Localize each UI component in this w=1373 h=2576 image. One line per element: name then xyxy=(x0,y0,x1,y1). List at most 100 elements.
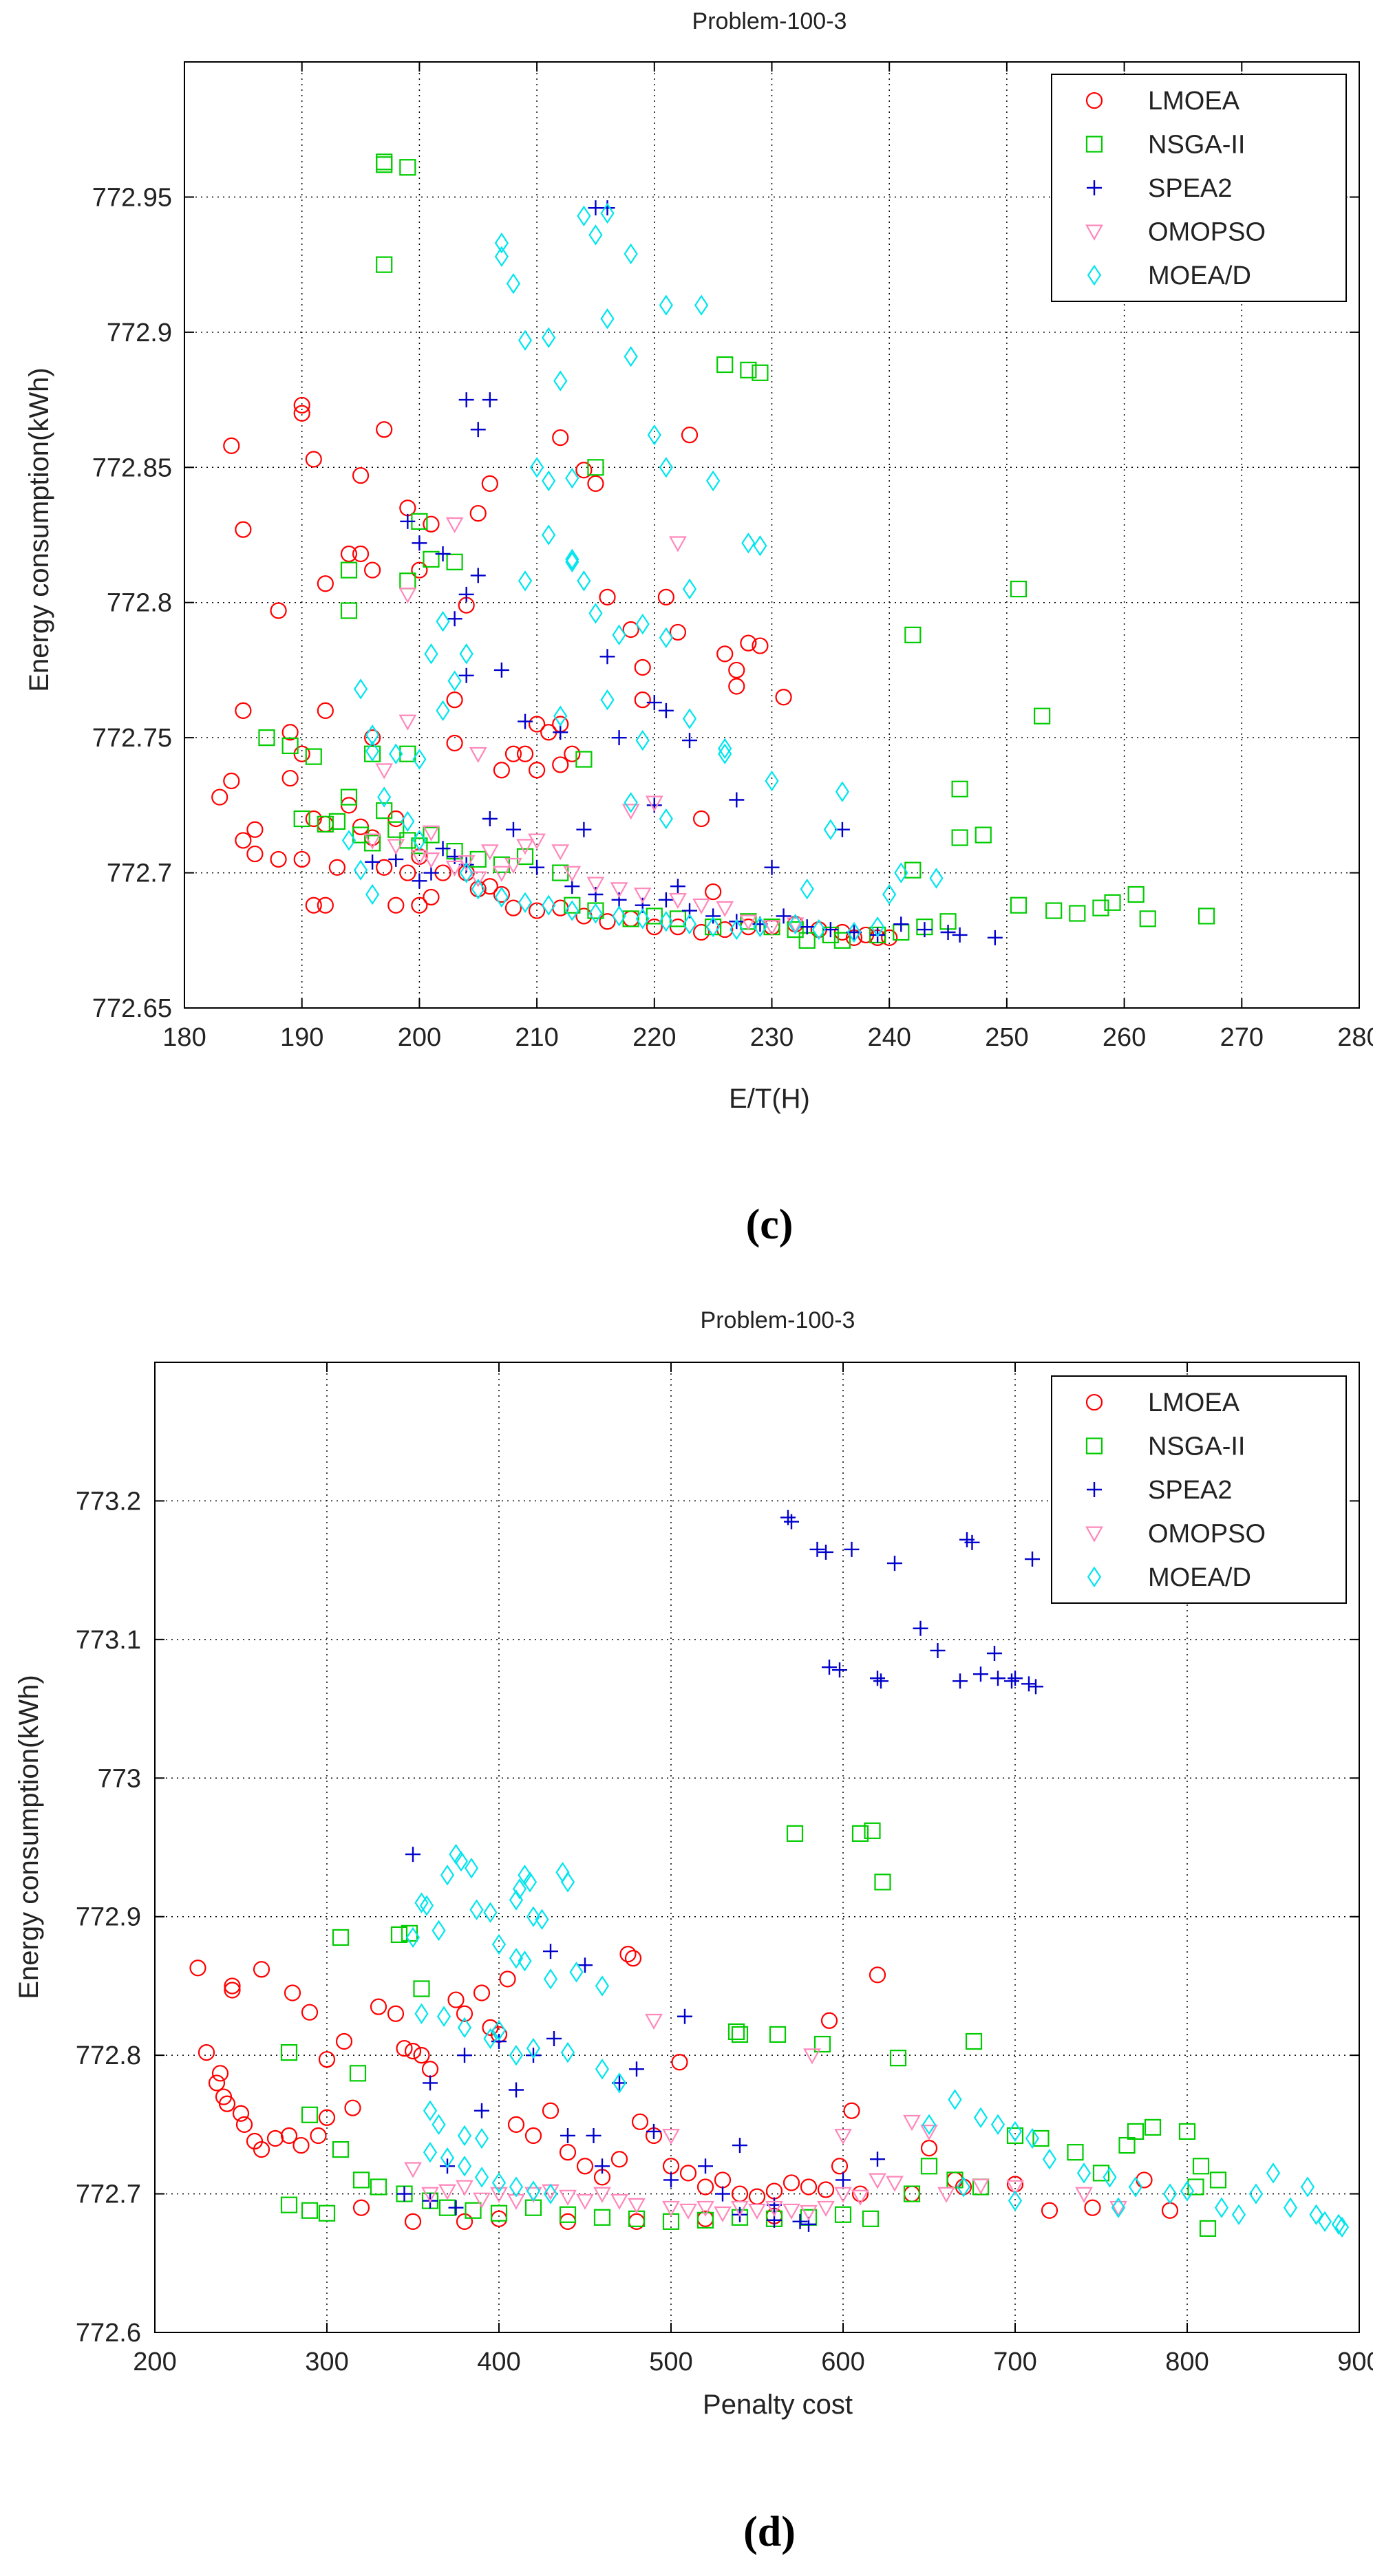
chart-d-data-point xyxy=(559,2144,577,2161)
chart-d-data-point xyxy=(813,2035,831,2053)
chart-c-data-point xyxy=(340,602,358,619)
chart-d-data-point xyxy=(586,2127,602,2143)
chart-d-data-point xyxy=(874,1874,891,1891)
chart-c-data-point xyxy=(246,845,264,863)
chart-d-data-point xyxy=(404,2162,422,2178)
chart-d-data-point xyxy=(454,1850,469,1872)
chart-d-data-point xyxy=(473,1984,491,2001)
chart-d-data-point xyxy=(886,2176,904,2192)
chart-d-data-point xyxy=(526,2037,541,2059)
chart-c-data-point xyxy=(753,535,767,557)
chart-c-data-point xyxy=(445,517,464,534)
chart-d-data-point xyxy=(1028,1679,1043,1695)
chart-c-data-point xyxy=(552,756,569,773)
chart-c-x-tick-label: 260 xyxy=(1103,1023,1146,1052)
chart-c-data-point xyxy=(365,740,380,762)
chart-c-data-point xyxy=(940,925,956,940)
chart-d-data-point xyxy=(543,1968,558,1990)
chart-d-data-point xyxy=(491,1933,507,1955)
chart-d-data-point xyxy=(509,2176,524,2198)
chart-d-data-point xyxy=(543,1944,558,1960)
chart-c-data-point xyxy=(624,792,638,813)
chart-d-data-point xyxy=(232,2105,250,2122)
chart-d-data-point xyxy=(671,2054,688,2071)
chart-c-data-point xyxy=(365,854,381,870)
chart-c-data-point xyxy=(1034,707,1051,724)
chart-d-data-point xyxy=(990,1671,1005,1686)
chart-c-data-point xyxy=(847,921,862,943)
chart-c-data-point xyxy=(493,762,510,779)
chart-c-y-tick-label: 772.7 xyxy=(107,859,172,888)
chart-c-data-point xyxy=(646,695,662,711)
chart-d-data-point xyxy=(396,2039,413,2057)
chart-d-data-point xyxy=(593,2187,611,2203)
chart-d-data-point xyxy=(576,2158,594,2175)
chart-c-data-point xyxy=(659,808,673,830)
chart-d-data-point xyxy=(1162,2183,1178,2204)
chart-c-data-point xyxy=(952,927,968,943)
chart-d-data-point xyxy=(208,2074,226,2092)
chart-d-data-point xyxy=(457,2125,472,2147)
chart-d-data-point xyxy=(419,1895,434,1916)
chart-c-data-point xyxy=(611,892,627,908)
chart-c-data-point xyxy=(469,850,487,868)
chart-d-data-point xyxy=(577,1957,593,1973)
chart-c-data-point xyxy=(422,825,440,841)
chart-d-legend-marker xyxy=(1085,1393,1103,1411)
chart-d-data-point xyxy=(835,2172,851,2188)
chart-c-data-point xyxy=(340,545,358,563)
chart-d-data-point xyxy=(524,2127,542,2145)
chart-c-data-point xyxy=(458,586,474,602)
chart-c-data-point xyxy=(542,470,556,492)
chart-c-data-point xyxy=(1127,886,1145,903)
chart-d-data-point xyxy=(696,2211,714,2229)
chart-c-data-point xyxy=(446,734,463,752)
chart-d-data-point xyxy=(432,1920,446,1942)
chart-d-data-point xyxy=(310,2127,327,2145)
chart-d-data-point xyxy=(569,1962,584,1983)
chart-d-data-point xyxy=(887,1556,902,1571)
chart-c-data-point xyxy=(375,763,394,780)
chart-c-legend-label: MOEA/D xyxy=(1148,261,1251,290)
chart-c-data-point xyxy=(610,882,628,899)
chart-c-data-point xyxy=(635,613,650,635)
chart-d-data-point xyxy=(610,2151,628,2168)
chart-d-data-point xyxy=(456,2213,473,2230)
chart-c-data-point xyxy=(317,897,334,914)
chart-d-data-point xyxy=(1118,2136,1136,2154)
chart-d-data-point xyxy=(646,2123,661,2139)
chart-d-data-point xyxy=(987,1646,1002,1661)
chart-d-data-point xyxy=(235,2116,253,2133)
chart-c-data-point xyxy=(528,716,546,733)
chart-d-data-point xyxy=(822,1660,837,1675)
chart-d-data-point xyxy=(1025,2127,1040,2149)
chart-d-data-point xyxy=(1248,2183,1264,2204)
chart-d-data-point xyxy=(748,2203,766,2220)
chart-c-data-point xyxy=(494,233,509,254)
chart-c-data-point xyxy=(435,546,451,561)
chart-d-x-tick-label: 300 xyxy=(305,2348,348,2376)
chart-d-data-point xyxy=(952,1673,968,1689)
chart-d-data-point xyxy=(465,2202,482,2219)
chart-d-data-point xyxy=(404,2213,422,2230)
chart-c-data-point xyxy=(621,804,640,820)
chart-c-data-point xyxy=(588,603,603,624)
chart-d-data-point xyxy=(576,2193,594,2210)
chart-c-data-point xyxy=(365,883,380,905)
chart-c-data-point xyxy=(411,897,428,914)
chart-d-data-point xyxy=(457,2156,472,2177)
chart-d-data-point xyxy=(440,1865,455,1886)
chart-d-data-point xyxy=(1067,2144,1084,2161)
chart-d-data-point xyxy=(851,2189,869,2206)
chart-d-data-point xyxy=(1231,2204,1246,2225)
chart-d-data-point xyxy=(253,2141,270,2158)
chart-c-data-point xyxy=(624,346,638,367)
chart-c-data-point xyxy=(599,913,616,930)
chart-c-data-point xyxy=(682,733,698,749)
chart-d-data-point xyxy=(522,1871,538,1893)
chart-c-data-point xyxy=(624,243,638,265)
chart-d-data-point xyxy=(727,2023,745,2040)
chart-c-data-point xyxy=(565,551,579,572)
chart-d-data-point xyxy=(473,2192,491,2209)
chart-c-data-point xyxy=(447,611,462,627)
